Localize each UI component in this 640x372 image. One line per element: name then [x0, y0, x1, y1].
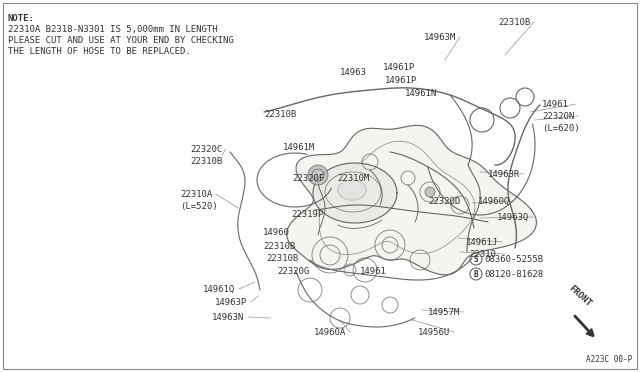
Text: 14961P: 14961P: [385, 76, 417, 85]
Text: 14961M: 14961M: [283, 143, 316, 152]
Text: FRONT: FRONT: [567, 283, 593, 308]
Text: 14963R: 14963R: [488, 170, 520, 179]
Text: B: B: [474, 270, 478, 279]
Text: 14961: 14961: [360, 267, 387, 276]
Text: 14961P: 14961P: [383, 63, 415, 72]
Text: 14963Q: 14963Q: [497, 213, 529, 222]
Text: 22320D: 22320D: [428, 197, 460, 206]
Polygon shape: [287, 125, 536, 275]
Text: 22310B: 22310B: [266, 254, 298, 263]
Text: 22310M: 22310M: [337, 174, 369, 183]
Text: 22310B: 22310B: [263, 242, 295, 251]
Text: A223C 00-P: A223C 00-P: [586, 355, 632, 364]
Text: 22310A: 22310A: [180, 190, 212, 199]
Text: (L=620): (L=620): [542, 124, 580, 133]
Text: 22320C: 22320C: [190, 145, 222, 154]
Text: 14963: 14963: [340, 68, 367, 77]
Text: (L=520): (L=520): [180, 202, 218, 211]
Text: THE LENGTH OF HOSE TO BE REPLACED.: THE LENGTH OF HOSE TO BE REPLACED.: [8, 47, 191, 56]
Polygon shape: [313, 163, 397, 223]
Circle shape: [308, 165, 328, 185]
Text: 22310B: 22310B: [264, 110, 296, 119]
Text: 14960A: 14960A: [314, 328, 346, 337]
Circle shape: [425, 187, 435, 197]
Text: 14963M: 14963M: [424, 33, 456, 42]
Text: NOTE:: NOTE:: [8, 14, 35, 23]
Text: 14961: 14961: [542, 100, 569, 109]
Text: 14960Q: 14960Q: [478, 197, 510, 206]
Text: 08120-81628: 08120-81628: [484, 270, 543, 279]
Text: PLEASE CUT AND USE AT YOUR END BY CHECKING: PLEASE CUT AND USE AT YOUR END BY CHECKI…: [8, 36, 234, 45]
Text: 22310: 22310: [469, 250, 496, 259]
Text: 08360-5255B: 08360-5255B: [484, 255, 543, 264]
Text: 22320N: 22320N: [542, 112, 574, 121]
Text: 14960: 14960: [263, 228, 290, 237]
Polygon shape: [338, 180, 366, 200]
Text: 22310A B2318-N3301 IS 5,000mm IN LENGTH: 22310A B2318-N3301 IS 5,000mm IN LENGTH: [8, 25, 218, 34]
Text: 14956U: 14956U: [418, 328, 451, 337]
Text: 14963N: 14963N: [212, 313, 244, 322]
Text: 22320F: 22320F: [292, 174, 324, 183]
Text: 14961J: 14961J: [466, 238, 499, 247]
Text: 14961Q: 14961Q: [203, 285, 236, 294]
Text: 14963P: 14963P: [215, 298, 247, 307]
Text: 22310B: 22310B: [498, 18, 531, 27]
Text: 22319P: 22319P: [291, 210, 323, 219]
Text: S: S: [474, 255, 478, 264]
Text: 14957M: 14957M: [428, 308, 460, 317]
Text: 22320G: 22320G: [277, 267, 309, 276]
Text: 14961N: 14961N: [405, 89, 437, 98]
Text: 22310B: 22310B: [190, 157, 222, 166]
